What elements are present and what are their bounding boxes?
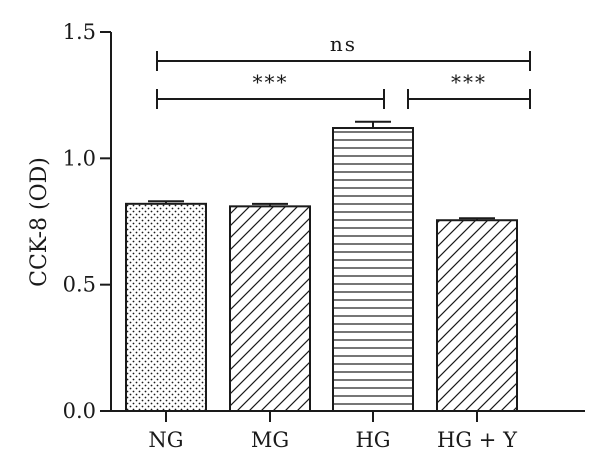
bar — [125, 202, 207, 412]
x-tick-label: MG — [251, 428, 289, 452]
x-tick-label: HG — [355, 428, 390, 452]
significance-label: *** — [253, 70, 289, 94]
x-tick-label: HG + Y — [437, 428, 518, 452]
significance-brackets: ns *** *** — [156, 32, 531, 109]
significance-bracket: *** — [156, 70, 385, 109]
bars — [125, 120, 518, 412]
bar — [229, 205, 311, 412]
significance-bracket: ns — [156, 32, 531, 71]
y-axis-label: CCK-8 (OD) — [27, 157, 52, 287]
significance-bracket: *** — [407, 70, 531, 109]
y-tick-label: 0.0 — [63, 399, 96, 423]
y-tick-label: 0.5 — [63, 273, 96, 297]
bar — [436, 219, 518, 412]
x-axis-ticks: NG MG HG HG + Y — [148, 411, 518, 452]
plot-area: 0.0 0.5 1.0 1.5 NG MG HG HG + Y ns *** *** — [63, 20, 585, 452]
x-tick-label: NG — [148, 428, 183, 452]
significance-label: *** — [451, 70, 487, 94]
y-tick-label: 1.0 — [63, 146, 96, 170]
y-tick-label: 1.5 — [63, 20, 96, 44]
significance-label: ns — [330, 32, 357, 56]
bar — [332, 127, 414, 412]
y-axis-ticks: 0.0 0.5 1.0 1.5 — [63, 20, 111, 423]
